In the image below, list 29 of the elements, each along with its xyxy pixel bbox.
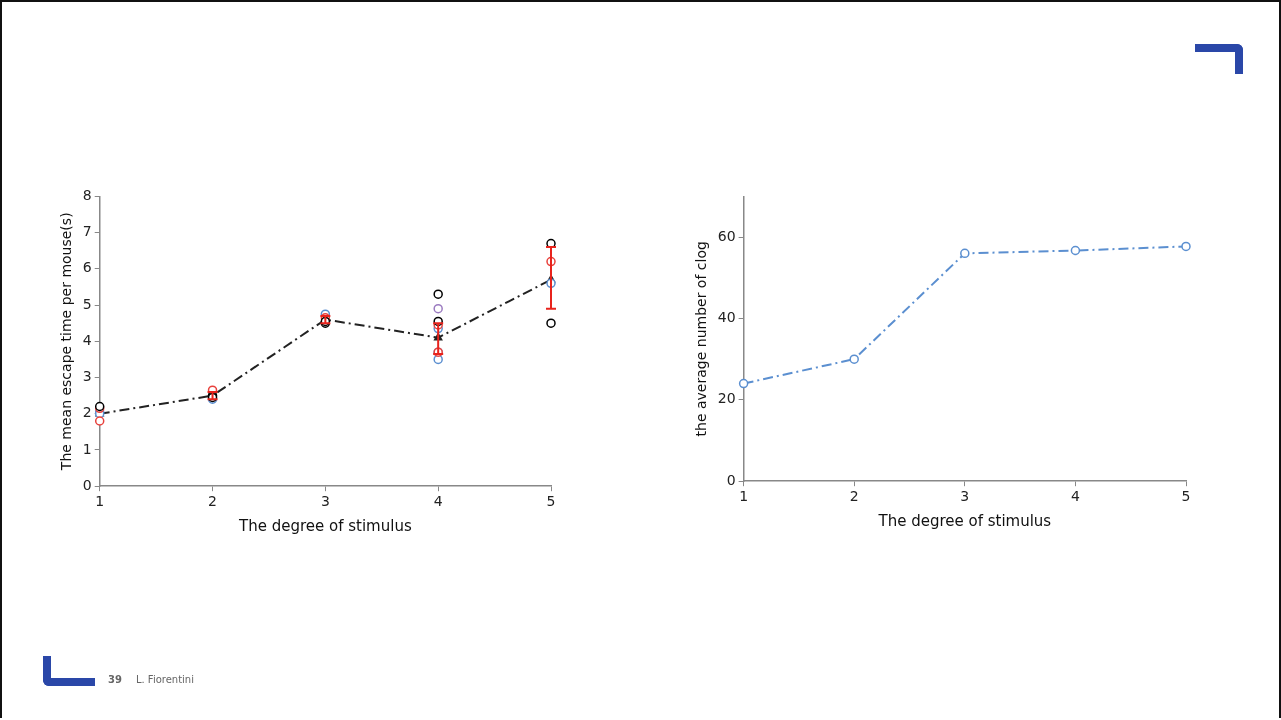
y-axis-title: the average number of clog bbox=[693, 241, 710, 437]
x-axis-title: The degree of stimulus bbox=[238, 516, 412, 535]
x-axis-title: The degree of stimulus bbox=[877, 511, 1052, 530]
y-tick-label: 8 bbox=[82, 187, 92, 204]
x-tick-label: 1 bbox=[95, 493, 105, 510]
text: 39 bbox=[108, 674, 122, 685]
x-tick-label: 5 bbox=[1181, 488, 1191, 505]
x-tick-label: 2 bbox=[849, 488, 859, 505]
y-axis-title: The mean escape time per mouse(s) bbox=[58, 212, 75, 472]
x-tick-label: 2 bbox=[208, 493, 217, 510]
x-tick-label: 3 bbox=[960, 488, 970, 505]
x-tick-label: 5 bbox=[546, 493, 556, 510]
y-tick-label: 6 bbox=[82, 259, 92, 276]
text: L. Fiorentini bbox=[135, 674, 194, 685]
x-tick-label: 4 bbox=[433, 493, 443, 510]
y-tick-label: 7 bbox=[82, 223, 92, 240]
y-tick-label: 60 bbox=[717, 227, 736, 244]
y-tick-label: 40 bbox=[717, 309, 736, 326]
y-tick-label: 20 bbox=[717, 390, 736, 407]
x-tick-label: 4 bbox=[1070, 488, 1080, 505]
y-tick-label: 4 bbox=[82, 331, 92, 348]
x-tick-label: 3 bbox=[320, 493, 330, 510]
y-tick-label: 3 bbox=[82, 368, 92, 385]
y-tick-label: 0 bbox=[82, 476, 92, 493]
x-tick-label: 1 bbox=[739, 488, 749, 505]
y-tick-label: 2 bbox=[82, 404, 92, 421]
y-tick-label: 0 bbox=[726, 471, 736, 488]
y-tick-label: 1 bbox=[82, 440, 92, 457]
y-tick-label: 5 bbox=[82, 295, 92, 312]
